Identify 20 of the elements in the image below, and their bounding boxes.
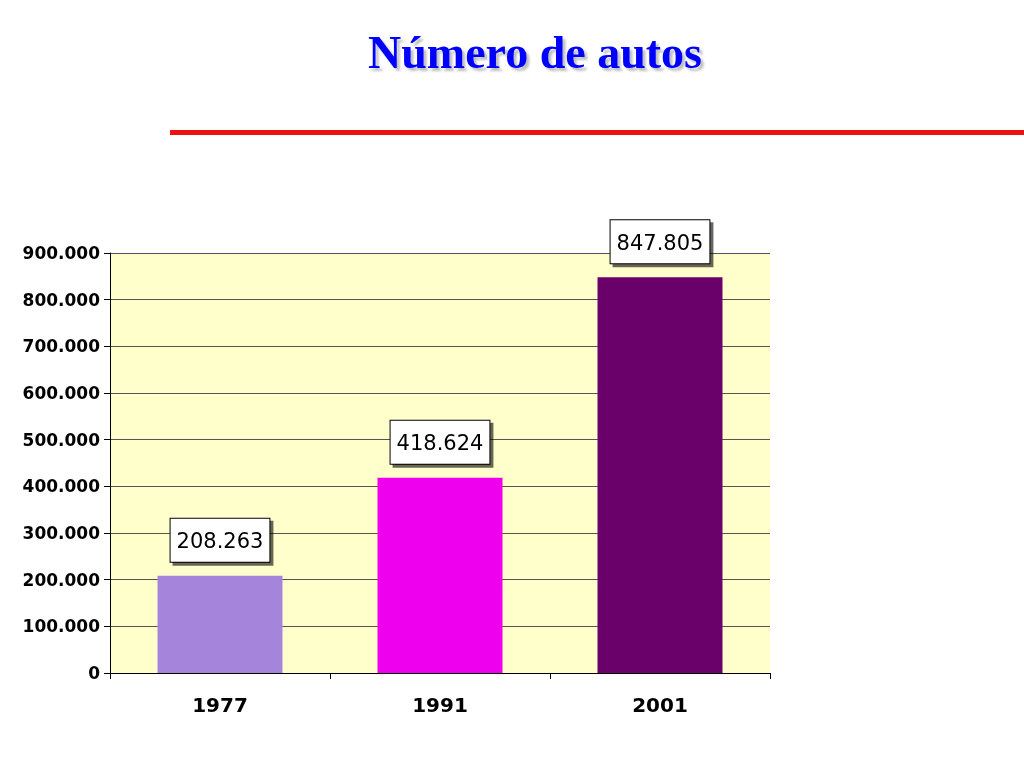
y-tick-label: 800.000 [22,289,101,310]
bar [377,477,503,673]
y-tick-label: 400.000 [22,476,101,497]
data-label: 847.805 [616,230,704,255]
y-tick-label: 900.000 [22,243,101,263]
y-tick-label: 300.000 [22,523,101,543]
data-label: 418.624 [396,431,484,456]
x-tick-label: 2001 [632,693,688,717]
y-tick-label: 700.000 [22,336,101,357]
y-tick-label: 600.000 [22,383,101,403]
data-label: 208.263 [176,529,264,554]
y-tick-label: 100.000 [22,616,101,637]
y-tick-label: 200.000 [22,569,101,590]
y-tick-label: 500.000 [22,429,101,450]
y-tick-label: 0 [88,663,101,683]
bar [157,575,283,673]
x-tick-label: 1977 [192,693,248,717]
bar [597,277,723,673]
chart-title: Número de autos [368,26,702,78]
x-tick-label: 1991 [412,693,468,717]
